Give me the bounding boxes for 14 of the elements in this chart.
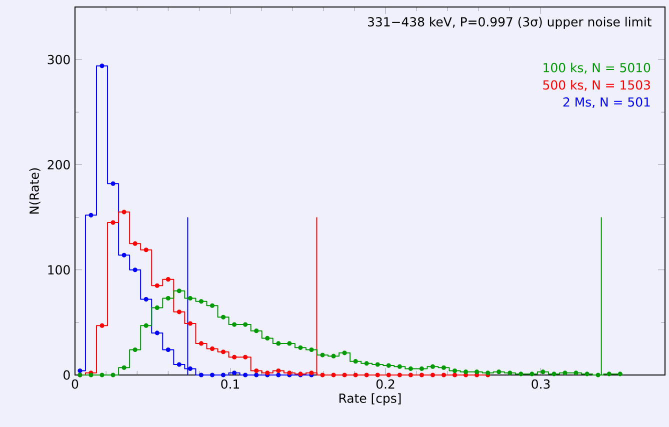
y-tick-label: 200	[48, 160, 70, 170]
y-tick-label: 0	[64, 370, 70, 380]
y-axis-title: N(Rate)	[29, 168, 40, 214]
x-axis-title: Rate [cps]	[339, 393, 401, 406]
x-tick-label: 0.3	[532, 379, 550, 389]
text: 500 ks, N = 1503	[543, 80, 650, 91]
y-tick-label: 300	[48, 54, 70, 64]
x-tick-label: 0.1	[221, 379, 240, 389]
text: 100 ks, N = 5010	[544, 62, 650, 74]
text: 2 Ms, N = 501	[563, 97, 650, 108]
y-tick-label: 100	[48, 265, 70, 275]
annotation: 331−438 keV, P=0.997 (3σ) upper noise limit	[368, 16, 652, 29]
x-tick-label: 0.2	[376, 379, 394, 389]
x-tick-label: 0	[72, 379, 78, 389]
